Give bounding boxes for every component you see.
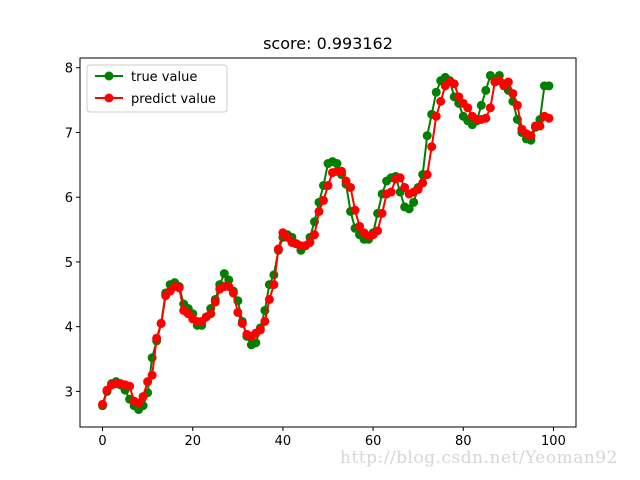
data-point-predict-value xyxy=(508,89,518,99)
data-point-predict-value xyxy=(350,205,360,215)
data-point-predict-value xyxy=(273,244,283,254)
data-point-predict-value xyxy=(337,166,347,176)
data-point-predict-value xyxy=(174,283,184,293)
axes: 0 20 40 60 80 100 3 4 5 6 7 8 xyxy=(65,62,566,449)
y-tick-label: 3 xyxy=(65,385,73,400)
series-line-predict-value xyxy=(101,79,550,405)
data-point-predict-value xyxy=(377,208,387,218)
data-point-true-value xyxy=(431,87,441,97)
data-point-true-value xyxy=(422,131,432,141)
data-point-predict-value xyxy=(481,113,491,123)
data-point-predict-value xyxy=(485,103,495,113)
plot-frame xyxy=(79,57,577,428)
data-point-predict-value xyxy=(427,142,437,152)
plot-area xyxy=(98,70,554,415)
y-tick-label: 5 xyxy=(65,256,73,271)
data-point-predict-value xyxy=(535,121,545,131)
legend-label-predict: predict value xyxy=(131,92,216,107)
data-point-true-value xyxy=(476,100,486,110)
data-point-predict-value xyxy=(237,318,247,328)
data-point-predict-value xyxy=(386,187,396,197)
watermark: http://blog.csdn.net/Yeoman92 xyxy=(340,448,618,468)
data-point-predict-value xyxy=(318,195,328,205)
data-point-predict-value xyxy=(503,77,513,87)
data-point-predict-value xyxy=(449,79,459,89)
data-point-predict-value xyxy=(125,381,135,391)
data-point-true-value xyxy=(224,275,234,285)
legend-predict-marker xyxy=(104,93,114,103)
series-line-true-value xyxy=(101,73,549,411)
y-tick-label: 6 xyxy=(65,191,73,206)
data-point-predict-value xyxy=(309,230,319,240)
x-tick-label: 100 xyxy=(541,434,566,449)
data-point-predict-value xyxy=(418,178,428,188)
data-point-predict-value xyxy=(233,307,243,317)
data-point-predict-value xyxy=(143,377,153,387)
data-point-predict-value xyxy=(431,111,441,121)
series-predict-value xyxy=(98,76,554,409)
data-point-predict-value xyxy=(206,309,216,319)
data-point-true-value xyxy=(544,81,554,91)
y-tick-label: 4 xyxy=(65,321,73,336)
data-point-true-value xyxy=(332,159,342,169)
data-point-predict-value xyxy=(134,398,144,408)
data-point-predict-value xyxy=(210,297,220,307)
data-point-predict-value xyxy=(269,280,279,290)
data-point-predict-value xyxy=(264,294,274,304)
data-point-predict-value xyxy=(224,282,234,292)
data-point-predict-value xyxy=(260,316,270,326)
x-tick-label: 0 xyxy=(98,434,106,449)
data-point-true-value xyxy=(219,269,229,279)
data-point-predict-value xyxy=(422,170,432,180)
data-point-predict-value xyxy=(341,176,351,186)
x-tick-label: 20 xyxy=(184,434,201,449)
data-point-true-value xyxy=(251,338,261,348)
data-point-predict-value xyxy=(463,103,473,113)
x-tick-label: 40 xyxy=(275,434,292,449)
data-point-predict-value xyxy=(255,325,265,335)
legend-true-marker xyxy=(104,71,114,81)
data-point-predict-value xyxy=(400,182,410,192)
data-point-predict-value xyxy=(228,288,238,298)
data-point-true-value xyxy=(409,197,419,207)
data-point-true-value xyxy=(481,85,491,95)
y-tick-label: 8 xyxy=(65,62,73,77)
data-point-predict-value xyxy=(413,184,423,194)
data-point-predict-value xyxy=(314,206,324,216)
y-tick-label: 7 xyxy=(65,126,73,141)
data-point-predict-value xyxy=(454,92,464,102)
data-point-predict-value xyxy=(526,131,536,141)
data-point-true-value xyxy=(404,204,414,214)
data-point-predict-value xyxy=(373,226,383,236)
data-point-predict-value xyxy=(346,182,356,192)
data-point-predict-value xyxy=(355,221,365,231)
legend-label-true: true value xyxy=(131,70,197,85)
data-point-predict-value xyxy=(138,392,148,402)
chart-title: score: 0.993162 xyxy=(263,34,393,53)
data-point-predict-value xyxy=(98,399,108,409)
legend: true value predict value xyxy=(86,64,228,113)
data-point-predict-value xyxy=(305,238,315,247)
data-point-predict-value xyxy=(395,173,405,183)
data-point-predict-value xyxy=(323,181,333,191)
data-point-predict-value xyxy=(156,318,166,328)
data-point-predict-value xyxy=(152,333,162,343)
data-point-predict-value xyxy=(147,370,157,380)
x-tick-label: 80 xyxy=(455,434,472,449)
x-tick-label: 60 xyxy=(365,434,382,449)
data-point-predict-value xyxy=(544,113,554,123)
data-point-predict-value xyxy=(512,100,522,110)
data-point-predict-value xyxy=(436,96,446,106)
